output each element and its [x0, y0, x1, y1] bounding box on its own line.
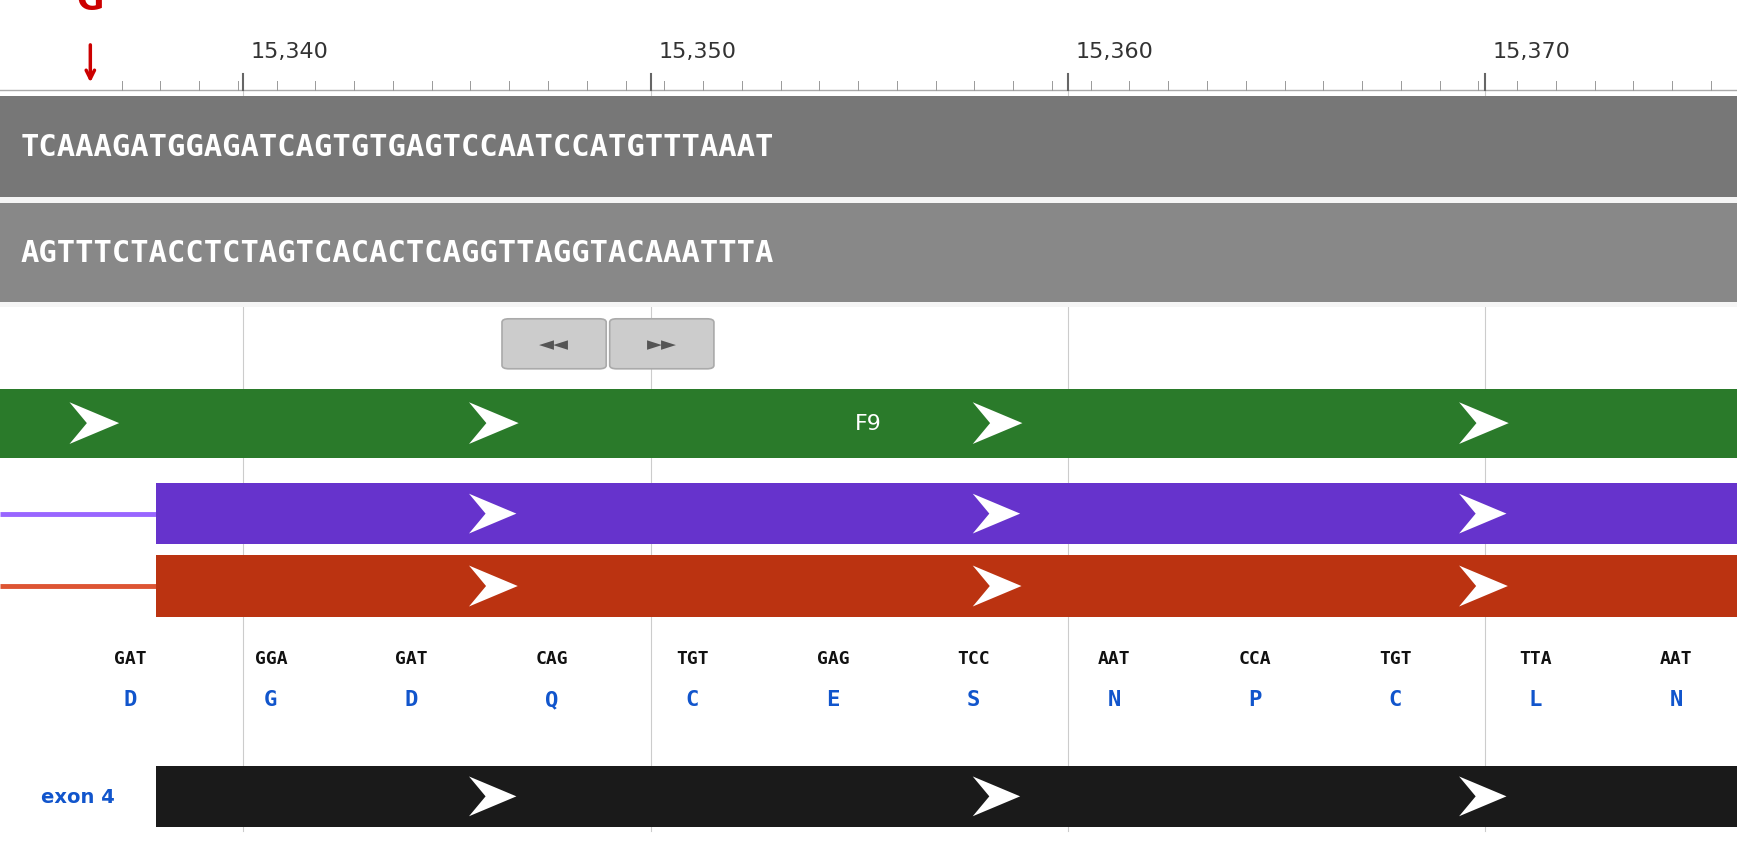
- Polygon shape: [1459, 777, 1506, 816]
- Bar: [0, 148, 1737, 307]
- Polygon shape: [1459, 566, 1508, 607]
- Polygon shape: [469, 494, 516, 534]
- Text: L: L: [1529, 689, 1542, 709]
- Text: TTA: TTA: [1520, 650, 1551, 667]
- Text: C: C: [1388, 689, 1402, 709]
- Polygon shape: [469, 777, 516, 816]
- Text: G: G: [76, 0, 104, 17]
- Text: TCAAAGATGGAGATCAGTGTGAGTCCAATCCATGTTTAAAT: TCAAAGATGGAGATCAGTGTGAGTCCAATCCATGTTTAAA…: [21, 133, 775, 162]
- Text: GAT: GAT: [394, 650, 427, 667]
- Text: C: C: [686, 689, 698, 709]
- Polygon shape: [1459, 494, 1506, 534]
- Text: 15,360: 15,360: [1075, 41, 1153, 62]
- Polygon shape: [69, 403, 120, 444]
- Text: E: E: [827, 689, 839, 709]
- Text: 15,350: 15,350: [658, 41, 736, 62]
- Bar: [0, 389, 1737, 458]
- Text: GAT: GAT: [115, 650, 146, 667]
- Bar: [156, 766, 1737, 827]
- Text: P: P: [1247, 689, 1261, 709]
- Text: AGTTTCTACCTCTAGTCACACTCAGGTTAGGTACAAATTTA: AGTTTCTACCTCTAGTCACACTCAGGTTAGGTACAAATTT…: [21, 239, 775, 268]
- Text: Q: Q: [545, 689, 559, 709]
- FancyBboxPatch shape: [610, 319, 714, 369]
- Text: GGA: GGA: [255, 650, 287, 667]
- Text: 15,370: 15,370: [1492, 41, 1570, 62]
- Polygon shape: [973, 494, 1020, 534]
- Text: TGT: TGT: [676, 650, 709, 667]
- Text: S: S: [968, 689, 980, 709]
- Polygon shape: [973, 403, 1023, 444]
- Text: N: N: [1669, 689, 1683, 709]
- Text: AAT: AAT: [1098, 650, 1131, 667]
- Text: CCA: CCA: [1238, 650, 1271, 667]
- Text: 15,340: 15,340: [250, 41, 328, 62]
- Text: F9: F9: [855, 413, 882, 434]
- Text: D: D: [123, 689, 137, 709]
- Polygon shape: [973, 566, 1021, 607]
- Bar: [156, 484, 1737, 544]
- Polygon shape: [973, 777, 1020, 816]
- Polygon shape: [469, 566, 518, 607]
- Text: AAT: AAT: [1661, 650, 1692, 667]
- Bar: [156, 555, 1737, 617]
- Text: G: G: [264, 689, 278, 709]
- Text: ►►: ►►: [646, 335, 677, 354]
- Text: D: D: [405, 689, 419, 709]
- Polygon shape: [1459, 403, 1509, 444]
- FancyBboxPatch shape: [502, 319, 606, 369]
- Text: exon 4: exon 4: [42, 787, 115, 806]
- Text: N: N: [1108, 689, 1120, 709]
- Bar: [0, 96, 1737, 198]
- Bar: [0, 204, 1737, 303]
- Polygon shape: [469, 403, 519, 444]
- Text: TCC: TCC: [957, 650, 990, 667]
- Text: TGT: TGT: [1379, 650, 1412, 667]
- Text: GAG: GAG: [816, 650, 849, 667]
- Text: CAG: CAG: [535, 650, 568, 667]
- Bar: [0, 4, 1737, 90]
- Text: ◄◄: ◄◄: [538, 335, 570, 354]
